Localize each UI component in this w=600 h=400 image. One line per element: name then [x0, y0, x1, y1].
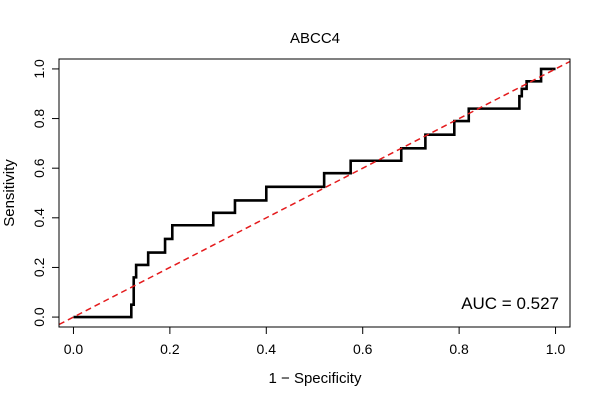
y-tick-label: 0.0 — [31, 307, 47, 327]
plot-area — [58, 60, 571, 326]
y-tick-label: 0.4 — [31, 208, 47, 228]
reference-diagonal-line — [58, 60, 571, 326]
x-tick-label: 0.0 — [64, 341, 84, 357]
x-axis: 0.0 0.2 0.4 0.6 0.8 1.0 — [64, 326, 566, 357]
x-tick-label: 0.8 — [449, 341, 469, 357]
plot-frame — [58, 58, 571, 328]
chart-title: ABCC4 — [290, 30, 340, 47]
y-axis-label: Sensitivity — [1, 159, 18, 227]
y-tick-label: 0.8 — [31, 109, 47, 129]
x-tick-label: 0.4 — [257, 341, 277, 357]
y-axis: 0.0 0.2 0.4 0.6 0.8 1.0 — [31, 59, 60, 327]
x-tick-label: 1.0 — [546, 341, 566, 357]
y-tick-label: 0.6 — [31, 158, 47, 178]
x-tick-label: 0.6 — [353, 341, 373, 357]
y-tick-label: 0.2 — [31, 258, 47, 278]
x-axis-label: 1 − Specificity — [269, 370, 362, 387]
auc-annotation: AUC = 0.527 — [461, 294, 559, 313]
roc-curve-line — [73, 67, 556, 319]
y-tick-label: 1.0 — [31, 59, 47, 79]
x-tick-label: 0.2 — [160, 341, 180, 357]
